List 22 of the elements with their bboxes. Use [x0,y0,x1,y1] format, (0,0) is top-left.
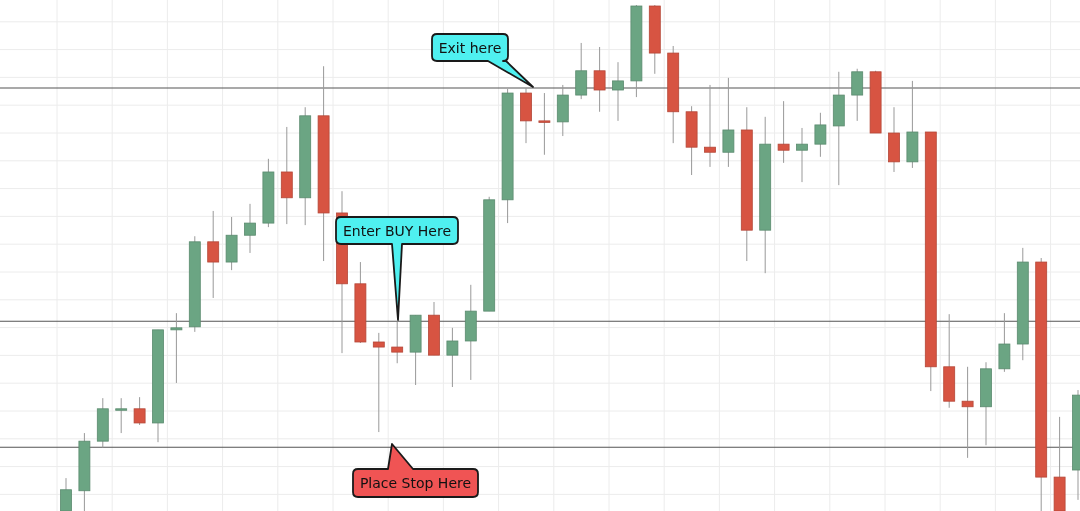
candlestick [593,46,606,113]
candlestick [961,366,974,459]
candlestick [207,210,220,299]
candlestick [391,321,404,364]
candlestick [777,100,790,164]
candlestick [60,477,72,511]
candlestick [133,396,146,426]
candlestick [796,127,808,183]
candlestick [446,327,459,388]
annotation: Enter BUY Here [342,222,452,239]
candlestick [372,332,385,433]
annotation: Exit here [438,39,502,56]
candlestick [538,92,551,156]
candlestick [170,312,183,384]
candlestick [722,77,735,168]
candlestick [115,397,128,434]
candlestick [612,61,624,122]
candlestick [814,112,827,158]
candlestick [704,84,716,168]
candlestick [244,203,256,254]
annotation: Place Stop Here [359,475,472,491]
candlestick [851,68,864,122]
